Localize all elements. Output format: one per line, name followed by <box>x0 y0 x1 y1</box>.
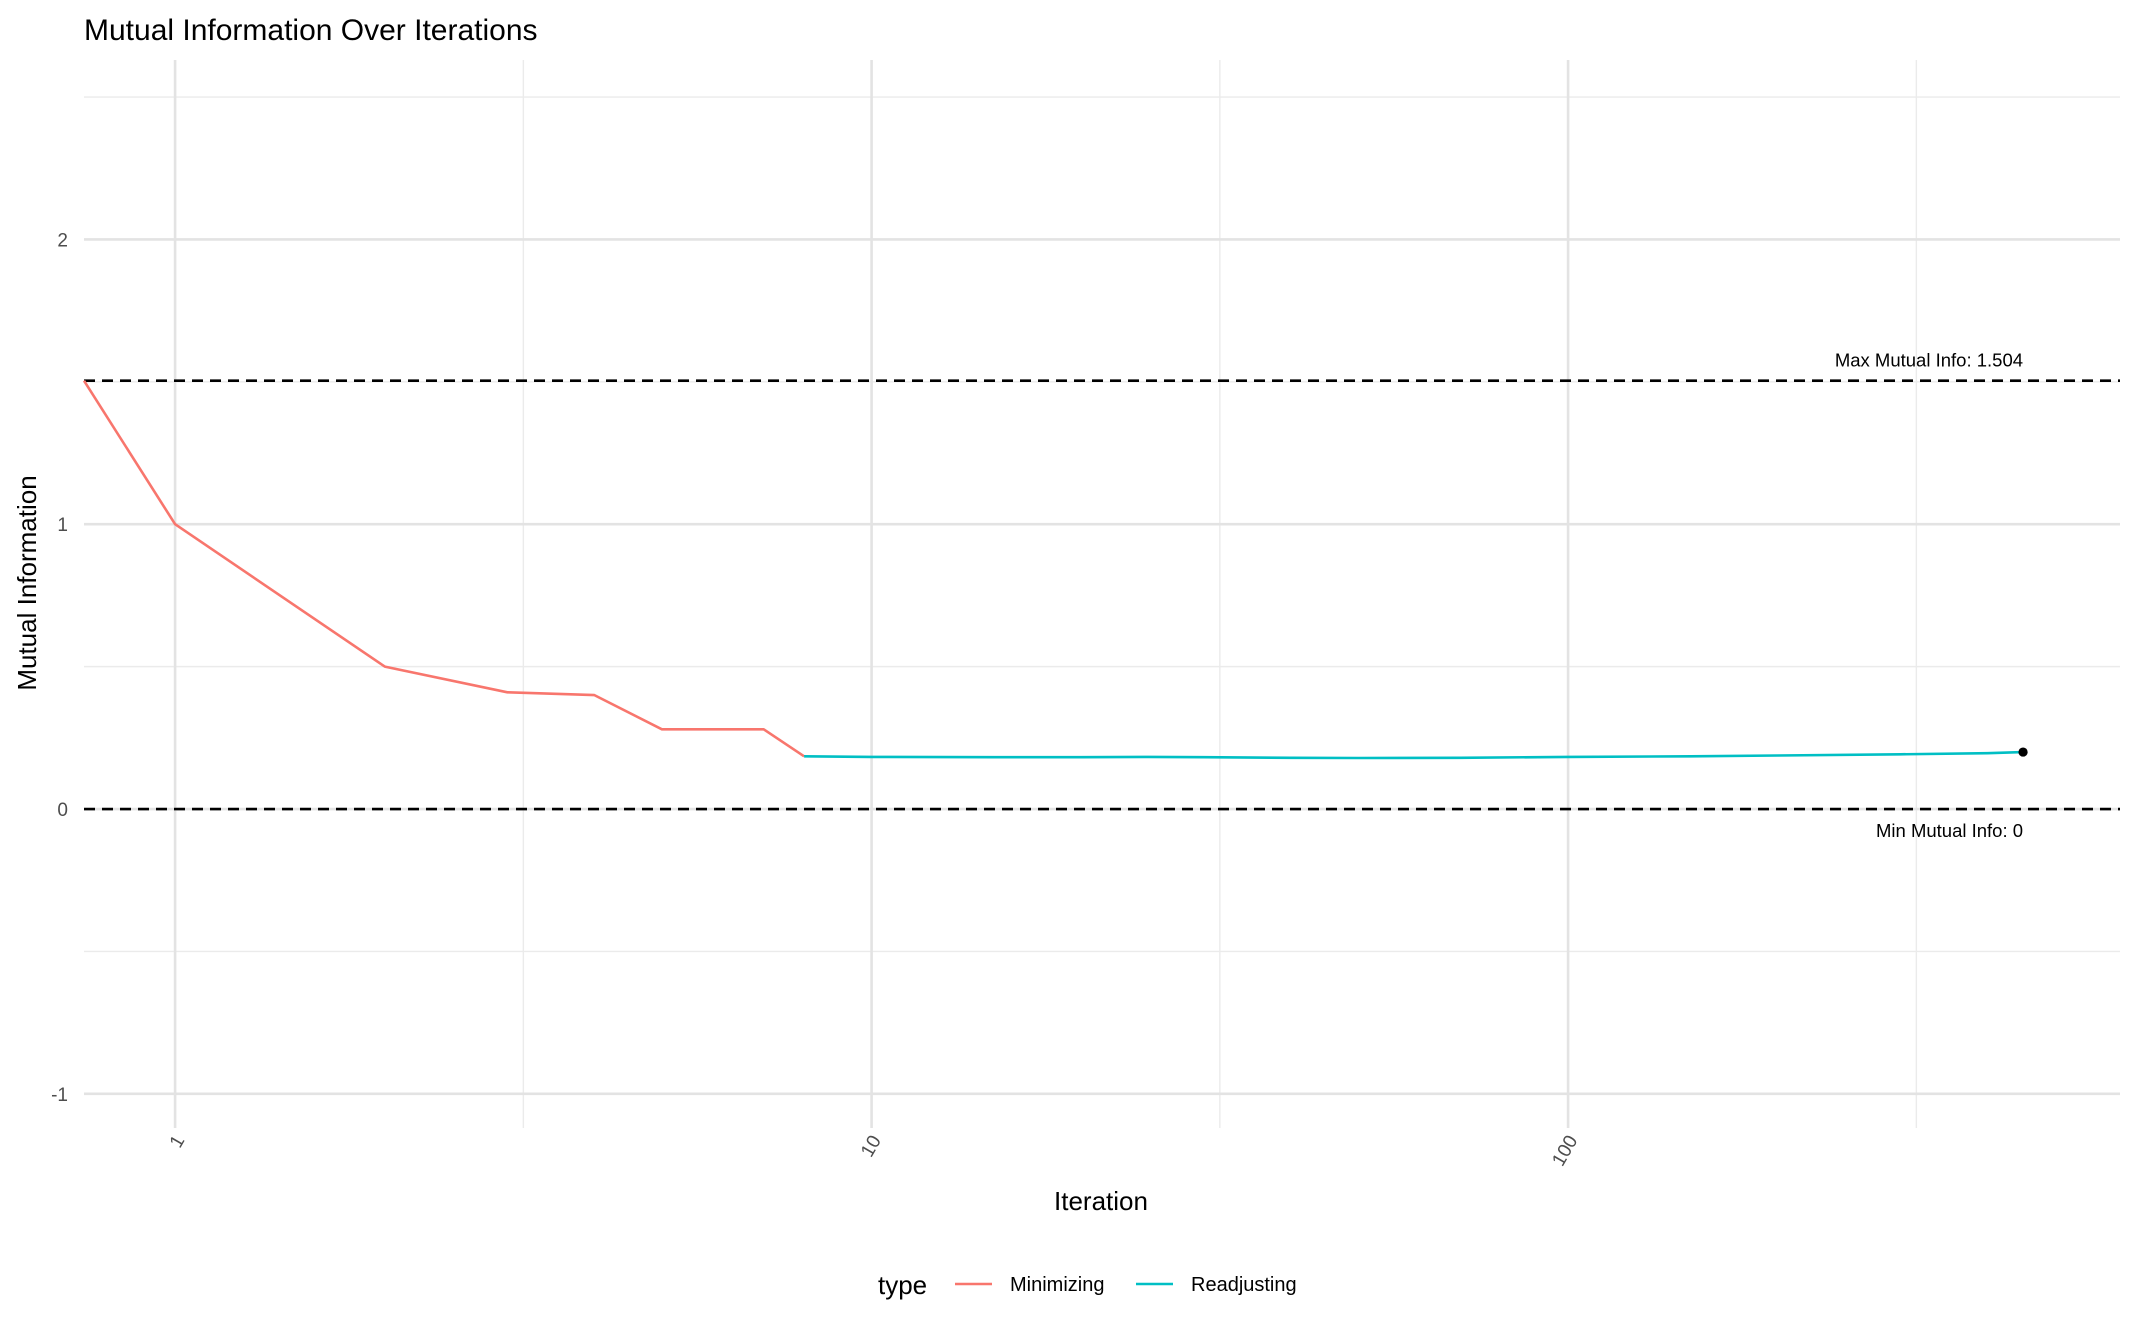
x-axis-ticks: 1 10 100 <box>166 1132 1582 1170</box>
x-axis-title: Iteration <box>1054 1186 1148 1216</box>
chart-title: Mutual Information Over Iterations <box>84 14 538 47</box>
min-annotation: Min Mutual Info: 0 <box>1876 820 2023 841</box>
x-tick-label: 10 <box>857 1132 886 1161</box>
legend-label-minimizing: Minimizing <box>1010 1274 1104 1296</box>
annotations: Max Mutual Info: 1.504 Min Mutual Info: 0 <box>1835 350 2023 841</box>
reference-lines <box>84 379 2120 811</box>
x-tick-label: 100 <box>1548 1132 1582 1170</box>
y-axis-title: Mutual Information <box>12 475 42 690</box>
legend-title: type <box>878 1270 927 1300</box>
legend: type Minimizing Readjusting <box>878 1270 1297 1300</box>
y-tick-label: -1 <box>51 1085 68 1106</box>
end-point <box>2018 747 2028 757</box>
x-tick-label: 1 <box>166 1132 189 1152</box>
y-tick-label: 1 <box>57 515 68 536</box>
grid <box>84 60 2120 1128</box>
y-tick-label: 2 <box>57 230 68 251</box>
y-axis-ticks: -1 0 1 2 <box>51 230 68 1105</box>
series-line-readjusting <box>804 750 2024 760</box>
series-line-minimizing <box>82 380 805 758</box>
y-tick-label: 0 <box>57 800 68 821</box>
series-lines <box>82 380 2024 760</box>
end-point-marker <box>2018 747 2028 757</box>
max-annotation: Max Mutual Info: 1.504 <box>1835 350 2023 371</box>
legend-label-readjusting: Readjusting <box>1191 1274 1297 1296</box>
